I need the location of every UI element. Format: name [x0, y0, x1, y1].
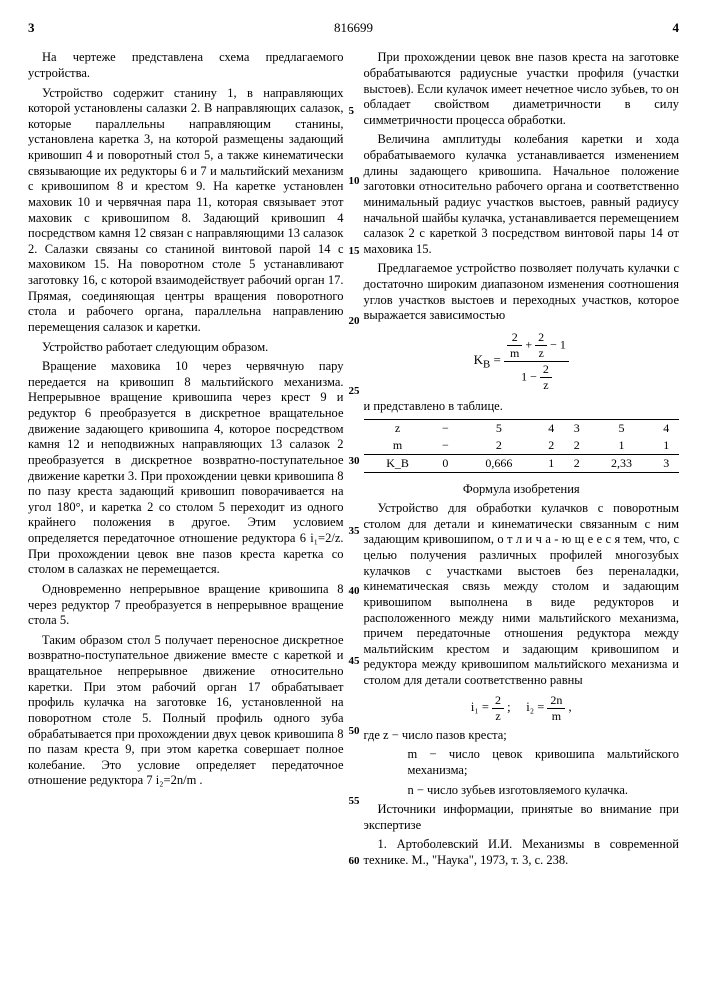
- claim: Устройство для обработки кулачков с пово…: [364, 501, 680, 689]
- definitions: где z − число пазов креста; m − число це…: [364, 728, 680, 799]
- cell: z: [364, 419, 432, 437]
- cell: 1: [590, 437, 654, 455]
- cell: 2: [538, 437, 564, 455]
- cell: −: [432, 419, 460, 437]
- paragraph: Одновременно непрерывное вращение кривош…: [28, 582, 344, 629]
- cell: 2: [459, 437, 538, 455]
- data-table: z − 5 4 3 5 4 m − 2 2 2 1 1: [364, 419, 680, 474]
- line-number: 30: [349, 455, 360, 469]
- numerator: 2m + 2z − 1: [504, 330, 569, 362]
- paragraph: Предлагаемое устройство позволяет получа…: [364, 261, 680, 324]
- cell: 5: [590, 419, 654, 437]
- cell: 2: [564, 437, 590, 455]
- paragraph: Величина амплитуды колебания каретки и х…: [364, 132, 680, 257]
- line-number: 55: [349, 795, 360, 809]
- paragraph: Устройство содержит станину 1, в направл…: [28, 86, 344, 336]
- fraction: 2m + 2z − 1 1 − 2z: [504, 330, 569, 393]
- page-num-right: 4: [639, 20, 679, 36]
- paragraph: и представлено в таблице.: [364, 399, 680, 415]
- cell: 4: [538, 419, 564, 437]
- sources-title: Источники информации, принятые во вниман…: [364, 802, 680, 833]
- line-number: 15: [349, 245, 360, 259]
- cell: 2,33: [590, 454, 654, 472]
- eq-i1: i₁ = 2z ;: [471, 700, 511, 714]
- paragraph: На чертеже представлена схема предлагаем…: [28, 50, 344, 81]
- table-row: z − 5 4 3 5 4: [364, 419, 680, 437]
- line-number: 45: [349, 655, 360, 669]
- line-number: 35: [349, 525, 360, 539]
- cell: 3: [564, 419, 590, 437]
- formula-kb: KB = 2m + 2z − 1 1 − 2z: [364, 330, 680, 393]
- def: где z − число пазов креста;: [364, 728, 680, 744]
- paragraph: При прохождении цевок вне пазов креста н…: [364, 50, 680, 128]
- table-row: m − 2 2 2 1 1: [364, 437, 680, 455]
- cell: 2: [564, 454, 590, 472]
- page-header: 3 816699 4: [28, 20, 679, 36]
- table-row: K_B 0 0,666 1 2 2,33 3: [364, 454, 680, 472]
- eq-i2: i₂ = 2nm ,: [526, 700, 571, 714]
- line-number: 20: [349, 315, 360, 329]
- page: 3 816699 4 На чертеже представлена схема…: [0, 0, 707, 893]
- line-number: 40: [349, 585, 360, 599]
- cell: 0,666: [459, 454, 538, 472]
- left-column: На чертеже представлена схема предлагаем…: [28, 50, 344, 872]
- paragraph: Вращение маховика 10 через червячную пар…: [28, 359, 344, 578]
- cell: 3: [653, 454, 679, 472]
- line-number: 60: [349, 855, 360, 869]
- formula-label: KB =: [474, 352, 504, 367]
- section-title: Формула изобретения: [364, 482, 680, 498]
- columns: На чертеже представлена схема предлагаем…: [28, 50, 679, 872]
- cell: m: [364, 437, 432, 455]
- line-number: 50: [349, 725, 360, 739]
- cell: 1: [538, 454, 564, 472]
- line-number: 5: [349, 105, 355, 119]
- line-number: 10: [349, 175, 360, 189]
- cell: 1: [653, 437, 679, 455]
- cell: 0: [432, 454, 460, 472]
- denominator: 1 − 2z: [504, 362, 569, 393]
- cell: K_B: [364, 454, 432, 472]
- cell: −: [432, 437, 460, 455]
- source: 1. Артоболевский И.И. Механизмы в соврем…: [364, 837, 680, 868]
- formulas-i: i₁ = 2z ; i₂ = 2nm ,: [364, 693, 680, 724]
- paragraph: Таким образом стол 5 получает переносное…: [28, 633, 344, 789]
- def: n − число зубьев изготовляемого кулачка.: [364, 783, 680, 799]
- paragraph: Устройство работает следующим образом.: [28, 340, 344, 356]
- page-num-left: 3: [28, 20, 68, 36]
- def: m − число цевок кривошипа мальтийского м…: [364, 747, 680, 778]
- doc-number: 816699: [68, 20, 639, 36]
- cell: 4: [653, 419, 679, 437]
- right-column: 5 10 15 20 25 30 35 40 45 50 55 60 При п…: [364, 50, 680, 872]
- cell: 5: [459, 419, 538, 437]
- line-number: 25: [349, 385, 360, 399]
